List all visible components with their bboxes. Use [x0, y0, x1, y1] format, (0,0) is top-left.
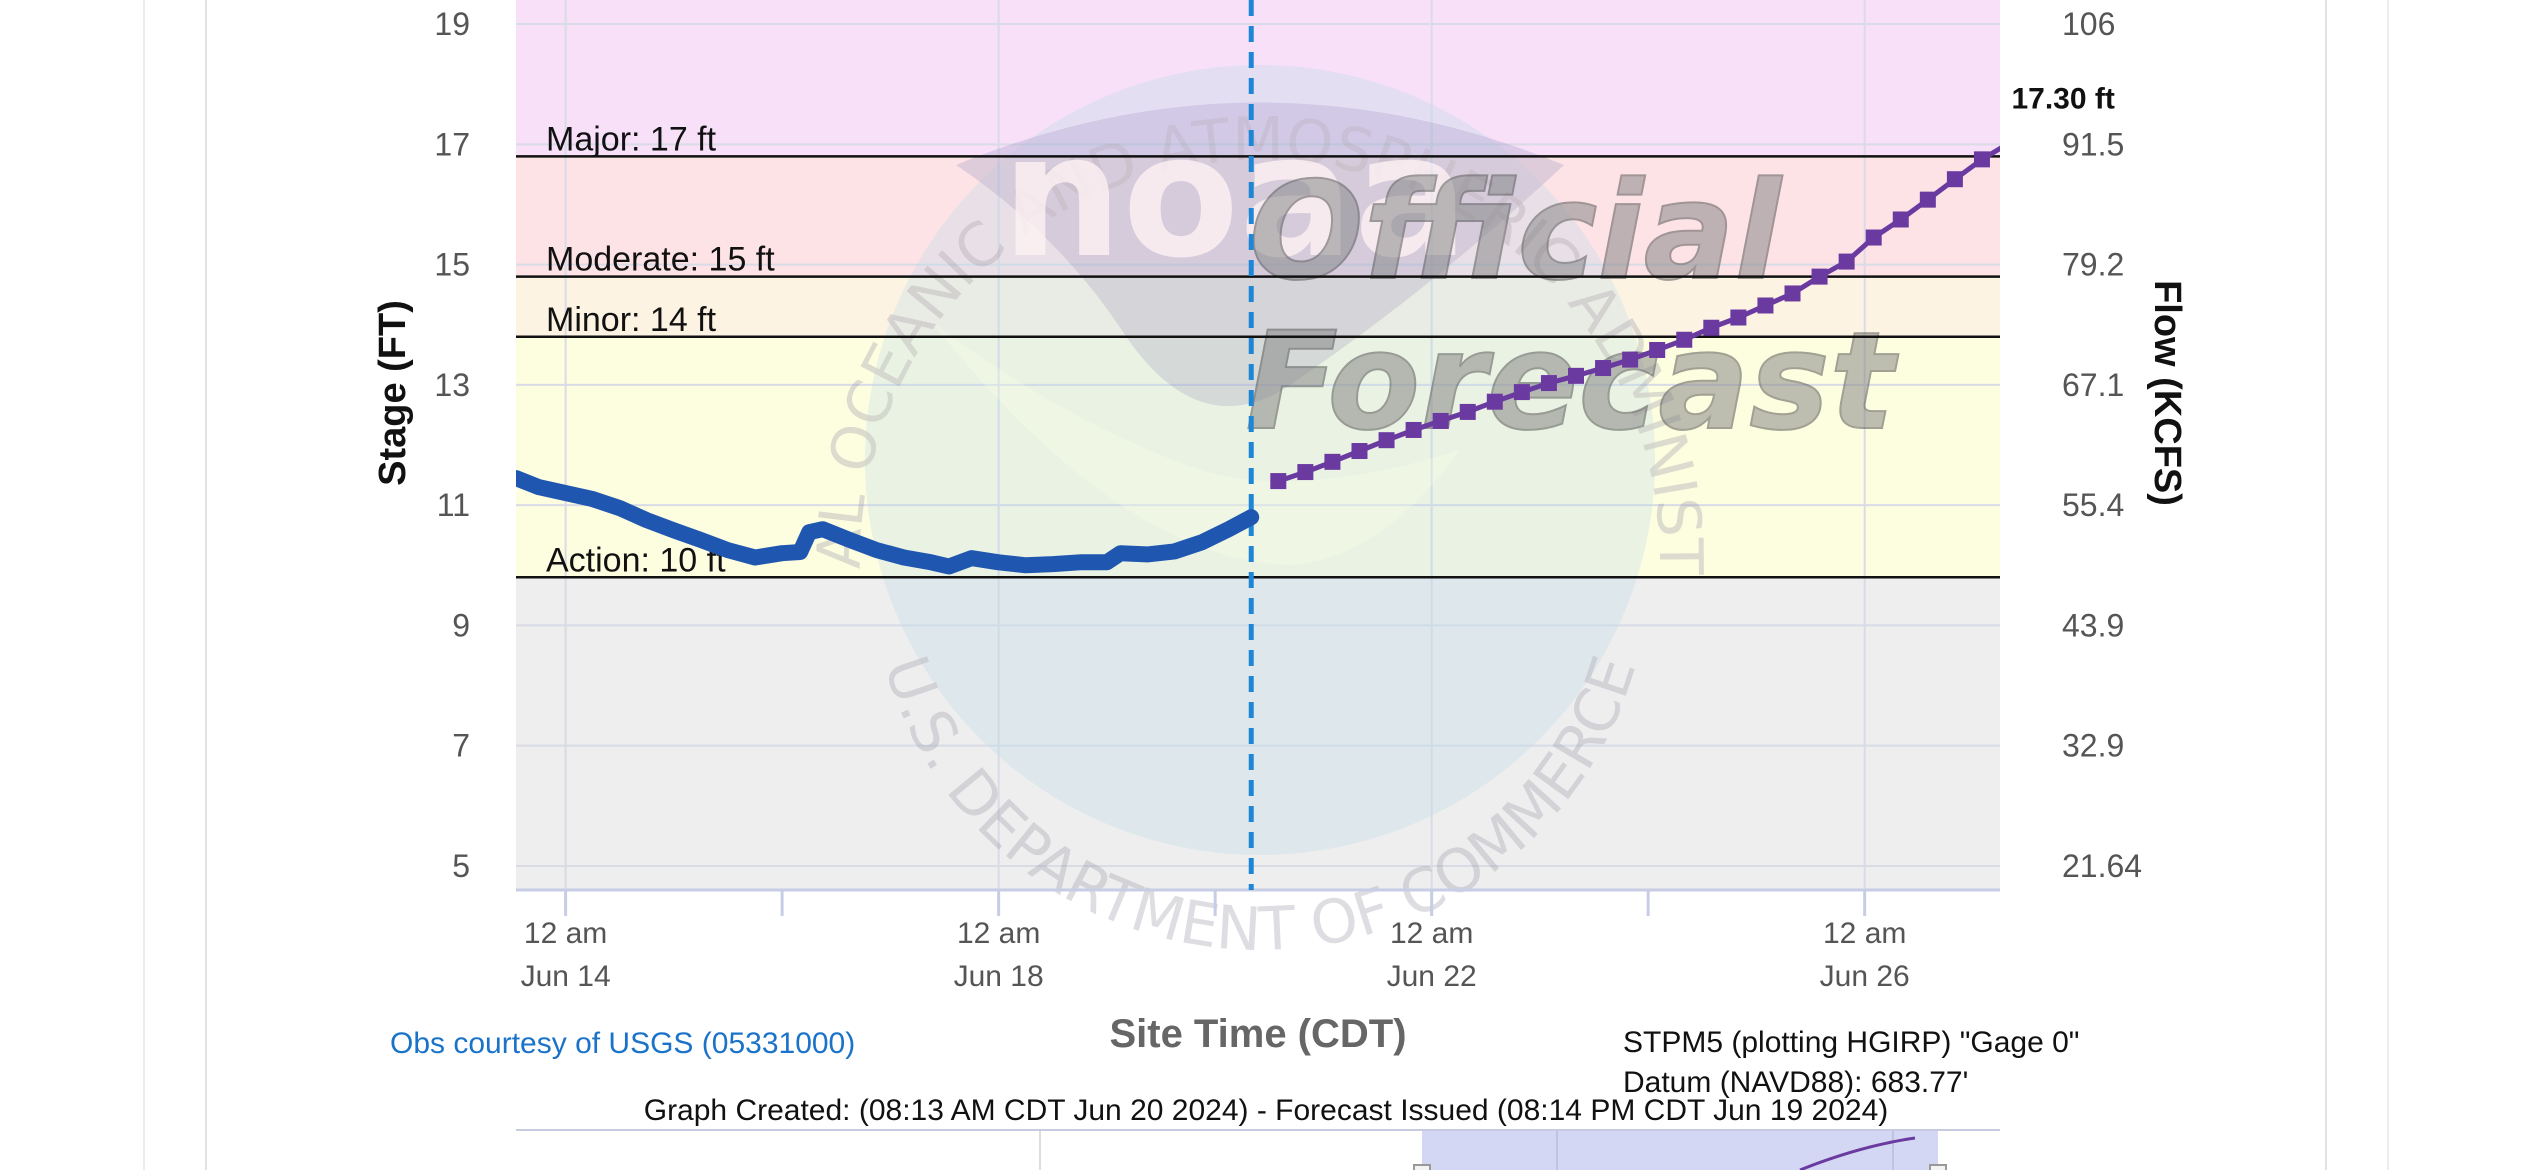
navigator-forecast-trace — [1799, 1136, 1916, 1170]
forecast-point — [1351, 443, 1368, 460]
threshold-label: Minor: 14 ft — [546, 301, 717, 339]
threshold-label: Moderate: 15 ft — [546, 241, 775, 279]
navigator-right-handle[interactable] — [1929, 1164, 1947, 1170]
forecast-point — [1838, 253, 1855, 270]
forecast-point — [1892, 211, 1909, 228]
observed-stage-line — [516, 470, 1260, 575]
hydrograph-series — [516, 124, 2044, 575]
forecast-peak-label: 17.30 ft — [2011, 82, 2114, 115]
flood-threshold-lines: Action: 10 ft Minor: 14 ft Moderate: 15 ft… — [516, 120, 2000, 579]
x-tick-label-date: Jun 26 — [1820, 960, 1910, 993]
page-frame-left-inner — [205, 0, 207, 1170]
band-action — [516, 336, 2000, 578]
forecast-point — [1324, 453, 1341, 470]
y2-tick-label: 32.9 — [2062, 728, 2124, 764]
forecast-point — [1811, 268, 1828, 285]
y-tick-label: 17 — [434, 126, 470, 162]
y-tick-label: 19 — [434, 6, 470, 42]
y-tick-label: 7 — [452, 728, 470, 764]
forecast-point — [1784, 285, 1801, 302]
watermark-gull — [930, 320, 1460, 565]
flood-category-bands — [516, 0, 2000, 890]
forecast-point — [2028, 124, 2044, 140]
y-axis-title: Stage (FT) — [372, 300, 414, 486]
y-tick-label: 9 — [452, 607, 470, 643]
y2-tick-label: 79.2 — [2062, 247, 2124, 283]
threshold-label: Action: 10 ft — [546, 541, 726, 579]
forecast-point — [2001, 135, 2017, 151]
y2-tick-label: 106 — [2062, 6, 2115, 42]
x-axis-title: Site Time (CDT) — [1109, 1012, 1406, 1056]
chart-axes: 12 am Jun 14 12 am Jun 18 12 am Jun 22 12 am Ju… — [434, 6, 2142, 993]
forecast-point — [1540, 375, 1557, 392]
x-tick-label-time: 12 am — [524, 917, 607, 950]
forecast-point — [1270, 473, 1287, 490]
y2-tick-label: 43.9 — [2062, 607, 2124, 643]
forecast-point — [1513, 384, 1530, 401]
forecast-point — [1297, 464, 1314, 481]
forecast-point — [1946, 171, 1963, 188]
y2-axis-title: Flow (KCFS) — [2146, 280, 2188, 506]
y2-tick-label: 21.64 — [2062, 848, 2142, 884]
forecast-point — [1919, 191, 1936, 208]
forecast-point — [1757, 297, 1774, 314]
official-forecast-stamp: Official Forecast — [1245, 152, 1900, 461]
page-frame-right-outer — [2387, 0, 2389, 1170]
band-minor — [516, 276, 2000, 337]
y2-tick-label: 67.1 — [2062, 367, 2124, 403]
forecast-point — [1486, 393, 1503, 410]
x-tick-label-date: Jun 22 — [1387, 960, 1477, 993]
x-tick-label-time: 12 am — [957, 917, 1040, 950]
watermark-noaa-logo-text: noaa — [1001, 98, 1468, 296]
y2-tick-label: 91.5 — [2062, 126, 2124, 162]
forecast-point — [1973, 151, 1990, 168]
gage-datum-info: STPM5 (plotting HGIRP) "Gage 0" Datum (N… — [1623, 1023, 2079, 1103]
chart-grid — [516, 0, 2000, 890]
watermark-seal-lower — [865, 65, 1655, 855]
page-frame-right-inner — [2325, 0, 2327, 1170]
threshold-label: Major: 17 ft — [546, 120, 717, 158]
stamp-word-official: Official — [1249, 153, 1783, 310]
band-below-action — [516, 577, 2000, 890]
forecast-point — [1649, 341, 1666, 358]
graph-created-note: Graph Created: (08:13 AM CDT Jun 20 2024… — [643, 1094, 1889, 1127]
x-tick-label-time: 12 am — [1390, 917, 1473, 950]
y-tick-label: 15 — [434, 247, 470, 283]
zoom-navigator[interactable] — [516, 1129, 2000, 1170]
band-major — [516, 0, 2000, 157]
y-tick-label: 13 — [434, 367, 470, 403]
x-tick-label-time: 12 am — [1823, 917, 1906, 950]
usgs-obs-credit-link[interactable]: Obs courtesy of USGS (05331000) — [390, 1027, 856, 1060]
band-moderate — [516, 156, 2000, 277]
forecast-point — [1432, 412, 1449, 429]
forecast-point — [1622, 351, 1639, 368]
forecast-point — [1378, 432, 1395, 449]
x-tick-label-date: Jun 14 — [521, 960, 611, 993]
x-tick-label-date: Jun 18 — [954, 960, 1044, 993]
forecast-point — [1459, 403, 1476, 420]
watermark-seal-upper — [956, 102, 1564, 407]
page-frame-left-outer — [143, 0, 145, 1170]
gage-datum-line: Datum (NAVD88): 683.77' — [1623, 1066, 1969, 1099]
forecast-point — [1676, 331, 1693, 348]
y-tick-label: 11 — [437, 487, 470, 523]
y2-tick-label: 55.4 — [2062, 487, 2124, 523]
forecast-point — [1595, 360, 1612, 377]
navigator-left-handle[interactable] — [1413, 1164, 1431, 1170]
forecast-point — [1568, 367, 1584, 384]
forecast-point — [1730, 309, 1747, 326]
forecast-point — [1865, 229, 1882, 246]
forecast-point — [1703, 319, 1720, 336]
forecast-point — [1405, 421, 1422, 438]
chart-labels: 17.30 ft Site Time (CDT) Stage (FT) Flow (K… — [372, 82, 2188, 1056]
y-tick-label: 5 — [452, 848, 470, 884]
gage-id-line: STPM5 (plotting HGIRP) "Gage 0" — [1623, 1026, 2080, 1059]
